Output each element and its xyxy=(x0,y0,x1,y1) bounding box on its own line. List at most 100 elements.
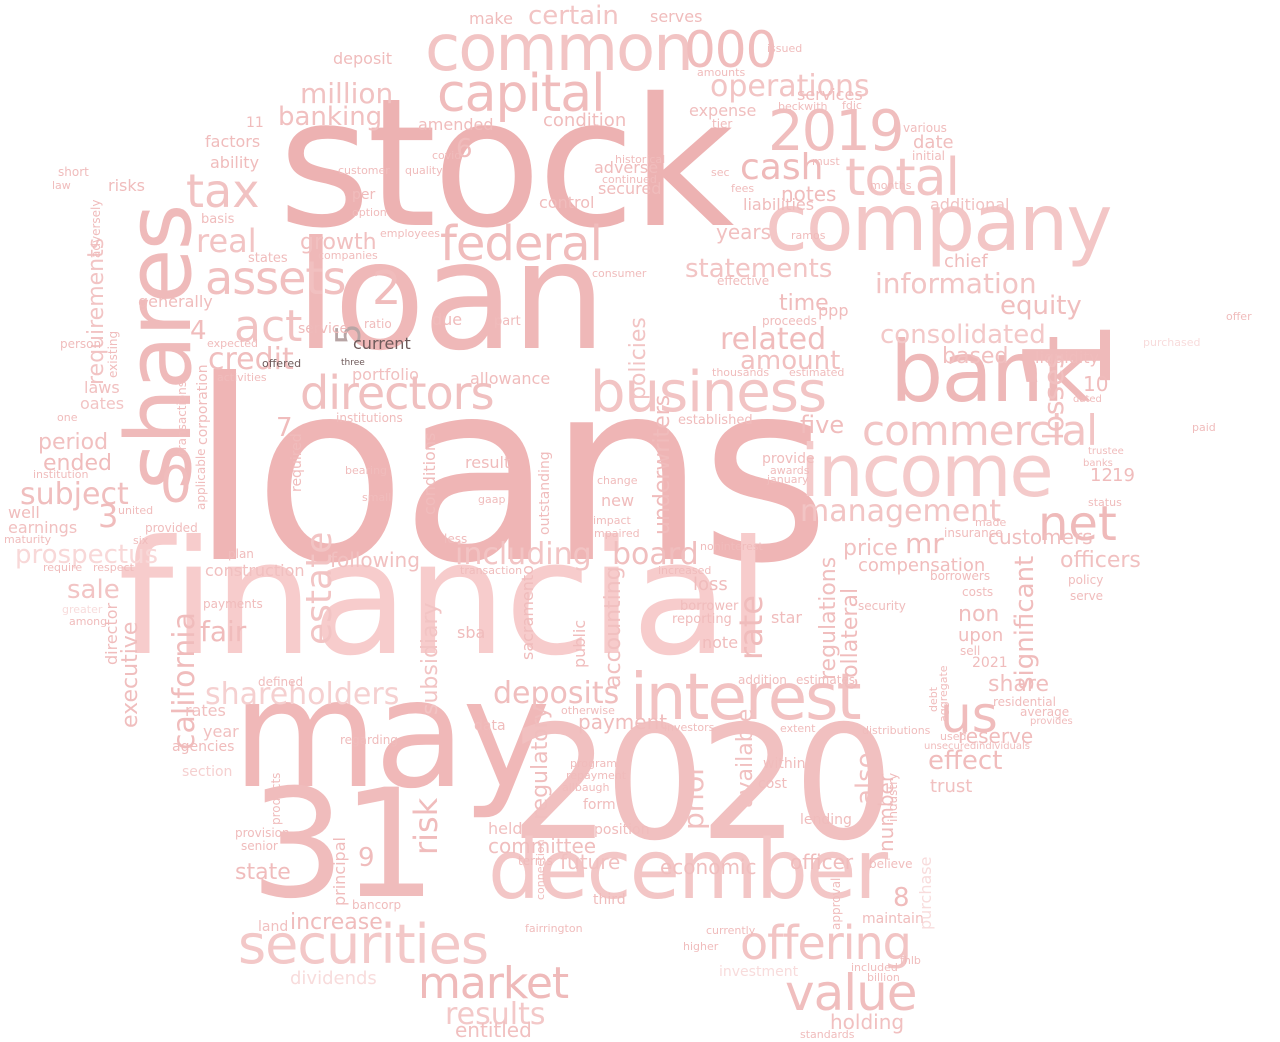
word-regulatory: regulatory xyxy=(528,706,553,820)
word-provided: provided xyxy=(145,521,198,535)
word-cash: cash xyxy=(740,147,824,188)
word-purchase: purchase xyxy=(916,856,935,930)
word-repayment: repayment xyxy=(566,769,627,782)
word-public: public xyxy=(570,619,589,668)
word-significant: significant xyxy=(1010,555,1040,690)
word-control: control xyxy=(539,193,595,212)
word-compensation: compensation xyxy=(858,555,986,576)
word-paid: paid xyxy=(1192,421,1216,434)
word-serve: serve xyxy=(1070,589,1104,603)
word-31: 31 xyxy=(250,758,437,932)
word-fair: fair xyxy=(200,615,247,648)
word-earnings: earnings xyxy=(8,518,78,537)
word-chief: chief xyxy=(944,251,988,272)
word-policies: policies xyxy=(626,317,651,400)
word-available: available xyxy=(733,708,758,808)
word-dividends: dividends xyxy=(290,968,377,989)
word-loan: loan xyxy=(295,210,606,384)
word-trustee: trustee xyxy=(1088,446,1124,457)
word-transaction: transaction xyxy=(460,564,523,577)
word-maturity: maturity xyxy=(4,533,52,546)
word-sec: sec xyxy=(711,166,730,179)
word-policy: policy xyxy=(1068,573,1104,587)
word-common: common xyxy=(425,12,694,86)
word-laws: laws xyxy=(84,378,120,397)
word-position: position xyxy=(594,822,650,838)
word-may: may xyxy=(232,648,551,822)
word-2021: 2021 xyxy=(972,655,1008,671)
word-expense: expense xyxy=(689,101,757,120)
word-less: less xyxy=(444,532,468,546)
word-issued: issued xyxy=(767,42,803,55)
word-activities: activities xyxy=(217,371,267,384)
word-defined: defined xyxy=(258,675,304,689)
word-land: land xyxy=(258,919,289,935)
word-five: five xyxy=(800,411,845,439)
word-star: star xyxy=(771,608,802,627)
word-respect: respect xyxy=(93,561,134,574)
word-held: held xyxy=(488,819,523,838)
word-condition: condition xyxy=(543,110,627,131)
word-2020: 2020 xyxy=(510,692,894,876)
word-corporation: corporation xyxy=(195,364,211,445)
word-payments: payments xyxy=(203,597,263,611)
word-ratio: ratio xyxy=(364,317,392,331)
word-higher: higher xyxy=(683,940,719,953)
word-regarding: regarding xyxy=(340,733,398,747)
word-increased: increased xyxy=(658,564,712,577)
word-portfolio: portfolio xyxy=(352,365,419,384)
word-generally: generally xyxy=(138,292,213,311)
word-banks: banks xyxy=(1083,458,1113,469)
word-share: share xyxy=(988,672,1049,697)
word-construction: construction xyxy=(205,561,305,580)
word-time: time xyxy=(779,291,829,316)
word-risks: risks xyxy=(108,176,145,195)
word-loans: loans xyxy=(190,327,830,618)
word-value: value xyxy=(785,964,918,1022)
word-states: states xyxy=(248,251,288,266)
word-0: 0 xyxy=(160,456,192,514)
word-three: three xyxy=(341,358,365,368)
word-historical: historical xyxy=(615,153,666,166)
word-require: require xyxy=(43,561,83,574)
word-connection: connection xyxy=(534,839,547,900)
word-residential: residential xyxy=(993,695,1056,709)
word-cost: cost xyxy=(758,776,788,792)
word-option: option xyxy=(352,206,387,219)
word-due: due xyxy=(432,310,463,329)
word-tax: tax xyxy=(186,164,260,218)
word-interest: interest xyxy=(630,661,862,735)
word-established: established xyxy=(678,413,753,428)
word-average: average xyxy=(1020,705,1070,719)
word-000: 000 xyxy=(684,21,777,79)
word-plan: plan xyxy=(228,547,254,561)
word-third: third xyxy=(593,892,626,908)
word-offering: offering xyxy=(740,916,912,970)
word-net: net xyxy=(1038,496,1117,552)
word-risk: risk xyxy=(407,797,445,855)
word-non: non xyxy=(958,602,1000,627)
word-liquidity: liquidity xyxy=(1035,348,1099,367)
word-million: million xyxy=(300,77,394,110)
word-banking: banking xyxy=(278,102,383,132)
word-shares: shares xyxy=(107,205,212,490)
word-deposits: deposits xyxy=(493,676,620,711)
word-bancorp: bancorp xyxy=(352,898,402,912)
word-prospectus: prospectus xyxy=(15,540,159,570)
word-statements: statements xyxy=(685,254,833,284)
word-sale: sale xyxy=(67,575,120,605)
word-months: months xyxy=(870,179,912,192)
word-subject: subject xyxy=(20,477,129,512)
word-9: 9 xyxy=(358,843,375,873)
word-costs: costs xyxy=(962,585,994,599)
word-2019: 2019 xyxy=(768,99,905,164)
word-upon: upon xyxy=(958,625,1004,646)
word-3: 3 xyxy=(98,497,119,535)
word-distributions: distributions xyxy=(862,724,931,737)
word-used: used xyxy=(940,730,967,743)
word-director: director xyxy=(102,602,121,665)
word-greater: greater xyxy=(62,603,103,616)
word-allbaugh: allbaugh xyxy=(562,781,610,794)
word-billion: billion xyxy=(867,971,900,984)
